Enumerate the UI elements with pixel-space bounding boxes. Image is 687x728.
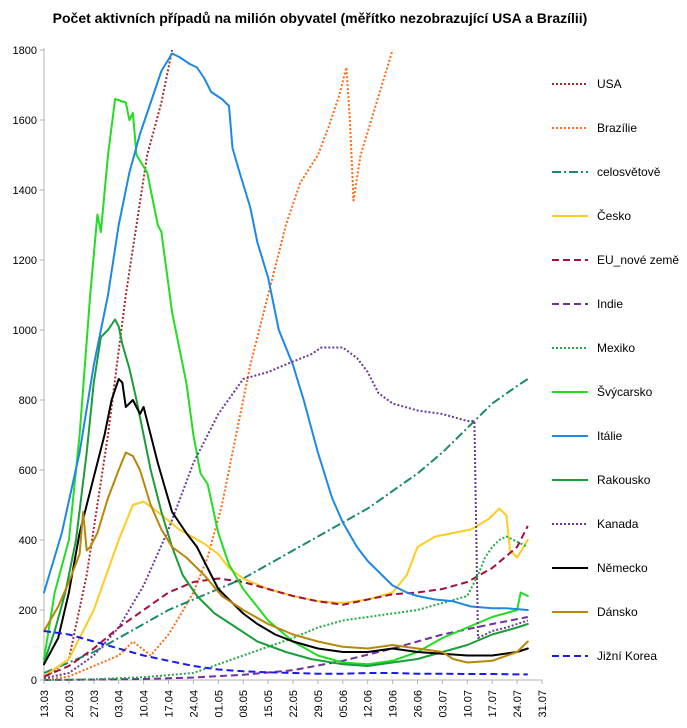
series-line-italie bbox=[43, 52, 529, 611]
legend-label-celosvetove: celosvětově bbox=[597, 165, 661, 179]
legend-label-cesko: Česko bbox=[597, 208, 631, 223]
series-line-nemecko bbox=[43, 378, 529, 666]
x-tick-label: 29.05 bbox=[313, 690, 325, 718]
x-tick-label: 19.06 bbox=[388, 690, 400, 718]
y-tick-label: 1000 bbox=[13, 325, 37, 337]
y-axis: 0 200 400 600 800 1000 1200 1400 1600 1800 bbox=[13, 45, 45, 687]
x-tick-label: 13.03 bbox=[39, 690, 51, 718]
x-tick-label: 10.04 bbox=[139, 690, 151, 718]
x-tick-label: 01.05 bbox=[213, 690, 225, 718]
series-line-eu-nove-zeme bbox=[43, 525, 529, 678]
legend-label-brazilie: Brazílie bbox=[597, 121, 637, 135]
series-line-cesko bbox=[43, 500, 529, 678]
x-tick-label: 15.05 bbox=[263, 690, 275, 718]
x-tick-label: 26.06 bbox=[413, 690, 425, 718]
series-line-celosvetove bbox=[43, 378, 529, 674]
chart-title: Počet aktivních případů na milión obyvat… bbox=[52, 10, 588, 26]
legend-label-kanada: Kanada bbox=[597, 517, 639, 531]
x-tick-label: 20.03 bbox=[64, 690, 76, 718]
x-tick-label: 24.07 bbox=[512, 690, 524, 718]
legend-label-mexiko: Mexiko bbox=[597, 341, 635, 355]
series-line-svycarsko bbox=[43, 98, 529, 666]
series-line-jizni-korea bbox=[43, 630, 528, 676]
legend-label-eu-nove-zeme: EU_nové země bbox=[597, 253, 679, 267]
x-tick-label: 24.04 bbox=[188, 690, 200, 718]
x-tick-label: 12.06 bbox=[363, 690, 375, 718]
x-tick-label: 17.07 bbox=[487, 690, 499, 718]
legend-label-indie: Indie bbox=[597, 297, 623, 311]
series-line-kanada bbox=[43, 346, 529, 680]
y-tick-label: 200 bbox=[19, 605, 37, 617]
x-tick-label: 17.04 bbox=[164, 690, 176, 718]
series-layer bbox=[43, 49, 529, 681]
y-tick-label: 1200 bbox=[13, 255, 37, 267]
x-tick-label: 27.03 bbox=[89, 690, 101, 718]
y-tick-label: 400 bbox=[19, 535, 37, 547]
y-tick-label: 1400 bbox=[13, 185, 37, 197]
x-tick-label: 22.05 bbox=[288, 690, 300, 718]
series-line-mexiko bbox=[43, 535, 529, 681]
series-line-brazilie bbox=[43, 49, 394, 681]
y-tick-label: 600 bbox=[19, 465, 37, 477]
legend-label-italie: Itálie bbox=[597, 429, 623, 443]
series-line-usa bbox=[43, 49, 174, 680]
y-tick-label: 1800 bbox=[13, 45, 37, 57]
x-tick-label: 03.04 bbox=[114, 690, 126, 718]
legend-label-dansko: Dánsko bbox=[597, 605, 638, 619]
x-axis: 13.03 20.03 27.03 03.04 10.04 17.04 24.04 01.05… bbox=[39, 679, 549, 718]
legend-label-svycarsko: Švýcarsko bbox=[597, 384, 653, 399]
y-tick-label: 1600 bbox=[13, 115, 37, 127]
legend-label-usa: USA bbox=[597, 77, 622, 91]
legend-label-jizni-korea: Jižní Korea bbox=[597, 649, 657, 663]
x-tick-label: 03.07 bbox=[437, 690, 449, 718]
y-tick-label: 0 bbox=[31, 675, 37, 687]
x-tick-label: 05.06 bbox=[338, 690, 350, 718]
legend-label-rakousko: Rakousko bbox=[597, 473, 651, 487]
x-tick-label: 08.05 bbox=[238, 690, 250, 718]
series-line-rakousko bbox=[43, 318, 529, 667]
x-tick-label: 31.07 bbox=[537, 690, 549, 718]
series-line-dansko bbox=[43, 451, 529, 664]
y-tick-label: 800 bbox=[19, 395, 37, 407]
x-tick-label: 10.07 bbox=[462, 690, 474, 718]
legend-label-nemecko: Německo bbox=[597, 561, 648, 575]
legend: USA Brazílie celosvětově Česko EU_nové země I… bbox=[552, 77, 679, 663]
